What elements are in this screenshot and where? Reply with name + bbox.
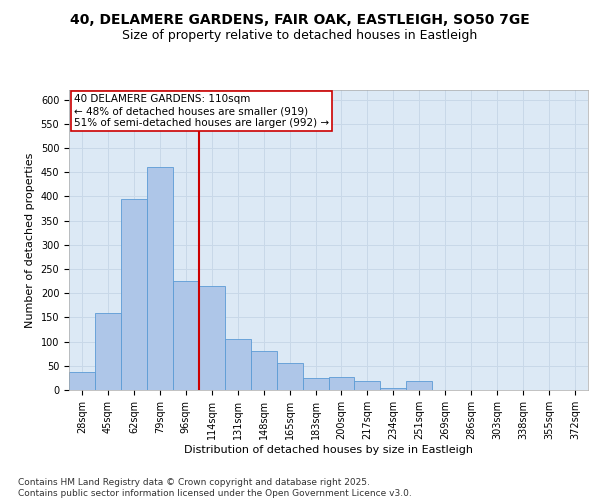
Text: Size of property relative to detached houses in Eastleigh: Size of property relative to detached ho… (122, 29, 478, 42)
Bar (329, 377, 355, 390)
Bar (355, 382, 380, 390)
Bar (147, 168, 173, 390)
Bar (121, 199, 147, 390)
Bar (277, 364, 302, 390)
Bar (302, 378, 329, 390)
Bar (380, 388, 406, 390)
Bar (69, 372, 95, 390)
Bar (199, 286, 224, 390)
Text: 40, DELAMERE GARDENS, FAIR OAK, EASTLEIGH, SO50 7GE: 40, DELAMERE GARDENS, FAIR OAK, EASTLEIG… (70, 12, 530, 26)
Text: 40 DELAMERE GARDENS: 110sqm
← 48% of detached houses are smaller (919)
51% of se: 40 DELAMERE GARDENS: 110sqm ← 48% of det… (74, 94, 329, 128)
Bar (173, 281, 199, 390)
Text: Contains HM Land Registry data © Crown copyright and database right 2025.
Contai: Contains HM Land Registry data © Crown c… (18, 478, 412, 498)
Bar (406, 382, 432, 390)
Bar (95, 312, 121, 390)
Bar (251, 352, 277, 390)
Bar (225, 339, 251, 390)
X-axis label: Distribution of detached houses by size in Eastleigh: Distribution of detached houses by size … (184, 444, 473, 454)
Y-axis label: Number of detached properties: Number of detached properties (25, 152, 35, 328)
